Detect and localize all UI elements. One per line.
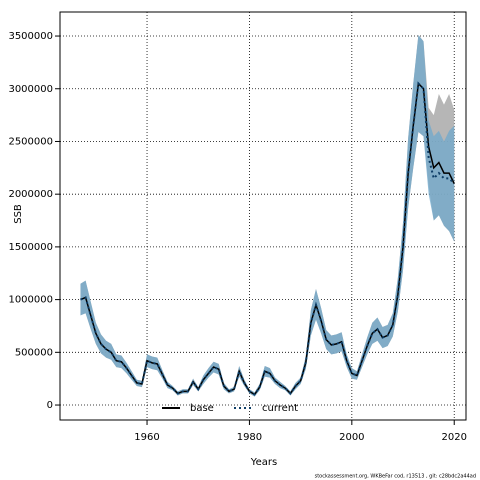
footnote: stockassessment.org, WKBeFar cod, r13513… [315,474,476,480]
confidence-band [80,34,455,397]
y-tick-label: 1000000 [8,295,53,306]
x-tick-label: 2000 [339,432,364,443]
confidence-band [80,34,455,397]
legend-label: base [190,403,214,414]
legend-label: current [262,403,298,414]
y-tick-label: 0 [47,400,53,411]
series-line [80,81,455,396]
x-tick-label: 1960 [134,432,159,443]
y-tick-label: 1500000 [8,242,53,253]
y-tick-label: 2000000 [8,189,53,200]
y-axis-title: SSB [13,204,24,224]
x-axis-title: Years [250,457,277,468]
y-tick-label: 3500000 [8,31,53,42]
y-tick-label: 3000000 [8,84,53,95]
plot-frame [59,11,467,421]
y-tick-label: 500000 [15,347,53,358]
series-line [80,81,455,396]
x-tick-label: 1980 [237,432,262,443]
x-tick-label: 2020 [441,432,466,443]
y-tick-label: 2500000 [8,136,53,147]
